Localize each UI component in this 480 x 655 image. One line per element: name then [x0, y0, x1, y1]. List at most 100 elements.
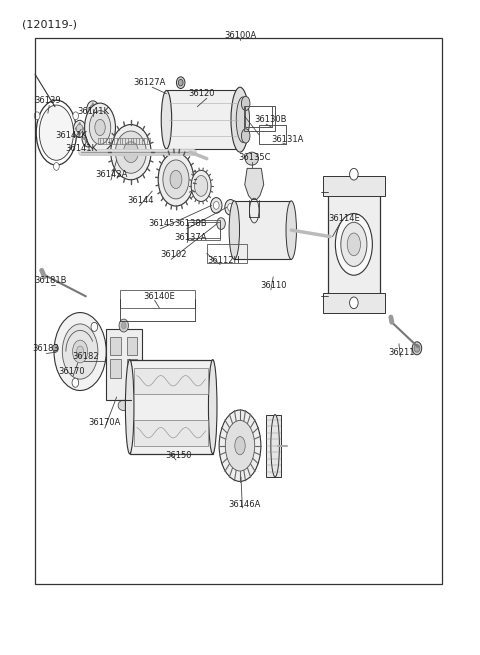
Ellipse shape — [90, 105, 96, 114]
Bar — [259, 125, 287, 144]
Text: 36211: 36211 — [388, 348, 415, 357]
Text: 36131A: 36131A — [271, 135, 304, 143]
Bar — [265, 415, 281, 477]
Bar — [127, 337, 137, 355]
Text: (120119-): (120119-) — [22, 19, 77, 29]
Ellipse shape — [89, 111, 111, 144]
Text: 36143A: 36143A — [96, 170, 128, 179]
Ellipse shape — [225, 421, 255, 471]
Ellipse shape — [191, 170, 211, 202]
Text: 36127A: 36127A — [133, 77, 166, 86]
Ellipse shape — [208, 360, 217, 454]
Bar — [328, 179, 380, 309]
Ellipse shape — [96, 108, 97, 111]
Ellipse shape — [121, 322, 126, 329]
Ellipse shape — [72, 378, 79, 387]
Ellipse shape — [54, 312, 106, 390]
Ellipse shape — [225, 200, 236, 215]
Ellipse shape — [88, 108, 90, 111]
Ellipse shape — [92, 103, 94, 105]
Ellipse shape — [163, 160, 189, 199]
Bar — [127, 360, 137, 377]
Ellipse shape — [214, 202, 219, 210]
Text: 36181B: 36181B — [34, 276, 66, 285]
Text: 36145: 36145 — [148, 219, 175, 228]
Ellipse shape — [87, 142, 89, 145]
Ellipse shape — [179, 79, 183, 86]
Ellipse shape — [286, 201, 297, 259]
Ellipse shape — [118, 400, 130, 411]
Text: 36182: 36182 — [72, 352, 99, 361]
Ellipse shape — [229, 201, 240, 259]
Bar — [110, 337, 121, 355]
Ellipse shape — [158, 153, 194, 206]
Ellipse shape — [211, 198, 222, 213]
Ellipse shape — [73, 121, 86, 137]
Bar — [130, 360, 213, 454]
Ellipse shape — [349, 168, 358, 180]
Text: 36137A: 36137A — [174, 233, 206, 242]
Text: 36110: 36110 — [260, 281, 287, 290]
Ellipse shape — [271, 415, 279, 477]
Text: 36141K: 36141K — [77, 107, 109, 117]
Ellipse shape — [245, 152, 259, 165]
Ellipse shape — [72, 340, 88, 363]
Ellipse shape — [123, 141, 138, 162]
Ellipse shape — [177, 77, 185, 88]
Ellipse shape — [349, 297, 358, 309]
Text: 36144: 36144 — [127, 196, 154, 206]
Bar — [323, 293, 384, 312]
Text: 36139: 36139 — [35, 96, 61, 105]
Ellipse shape — [92, 113, 94, 116]
Bar — [35, 39, 442, 584]
Ellipse shape — [119, 319, 129, 332]
Ellipse shape — [228, 204, 233, 212]
Bar — [187, 219, 220, 238]
Ellipse shape — [54, 162, 59, 170]
Text: 36102: 36102 — [160, 250, 187, 259]
Ellipse shape — [79, 133, 81, 136]
Ellipse shape — [62, 324, 98, 379]
Ellipse shape — [336, 214, 372, 275]
Ellipse shape — [217, 217, 225, 229]
Ellipse shape — [219, 410, 261, 481]
Ellipse shape — [170, 170, 182, 189]
Text: 36120: 36120 — [189, 89, 216, 98]
Bar — [106, 329, 142, 400]
Ellipse shape — [79, 122, 81, 125]
Ellipse shape — [73, 112, 79, 120]
Bar — [110, 360, 121, 377]
Text: 36135C: 36135C — [238, 153, 271, 162]
Ellipse shape — [87, 101, 99, 118]
Ellipse shape — [84, 103, 116, 152]
Bar — [134, 367, 208, 394]
Bar — [134, 420, 208, 445]
Ellipse shape — [53, 345, 58, 352]
Ellipse shape — [34, 112, 40, 120]
Ellipse shape — [76, 346, 84, 357]
Ellipse shape — [412, 342, 422, 355]
Ellipse shape — [241, 129, 250, 143]
Ellipse shape — [39, 105, 73, 160]
Text: 36112H: 36112H — [207, 256, 240, 265]
Bar — [207, 244, 247, 263]
Ellipse shape — [194, 176, 208, 196]
Bar — [244, 106, 275, 131]
Ellipse shape — [91, 322, 97, 331]
Ellipse shape — [95, 119, 105, 136]
Ellipse shape — [76, 124, 83, 134]
Ellipse shape — [414, 345, 420, 352]
Ellipse shape — [82, 130, 95, 147]
Text: 36100A: 36100A — [224, 31, 256, 40]
Ellipse shape — [91, 137, 93, 140]
Bar — [167, 90, 240, 149]
Ellipse shape — [75, 128, 77, 130]
Ellipse shape — [87, 132, 89, 135]
Ellipse shape — [116, 131, 146, 174]
Text: 36141K: 36141K — [56, 132, 87, 140]
Ellipse shape — [125, 360, 134, 454]
Text: 36130B: 36130B — [254, 115, 287, 124]
Ellipse shape — [347, 233, 360, 255]
Text: 36140E: 36140E — [144, 292, 175, 301]
Ellipse shape — [84, 137, 85, 140]
